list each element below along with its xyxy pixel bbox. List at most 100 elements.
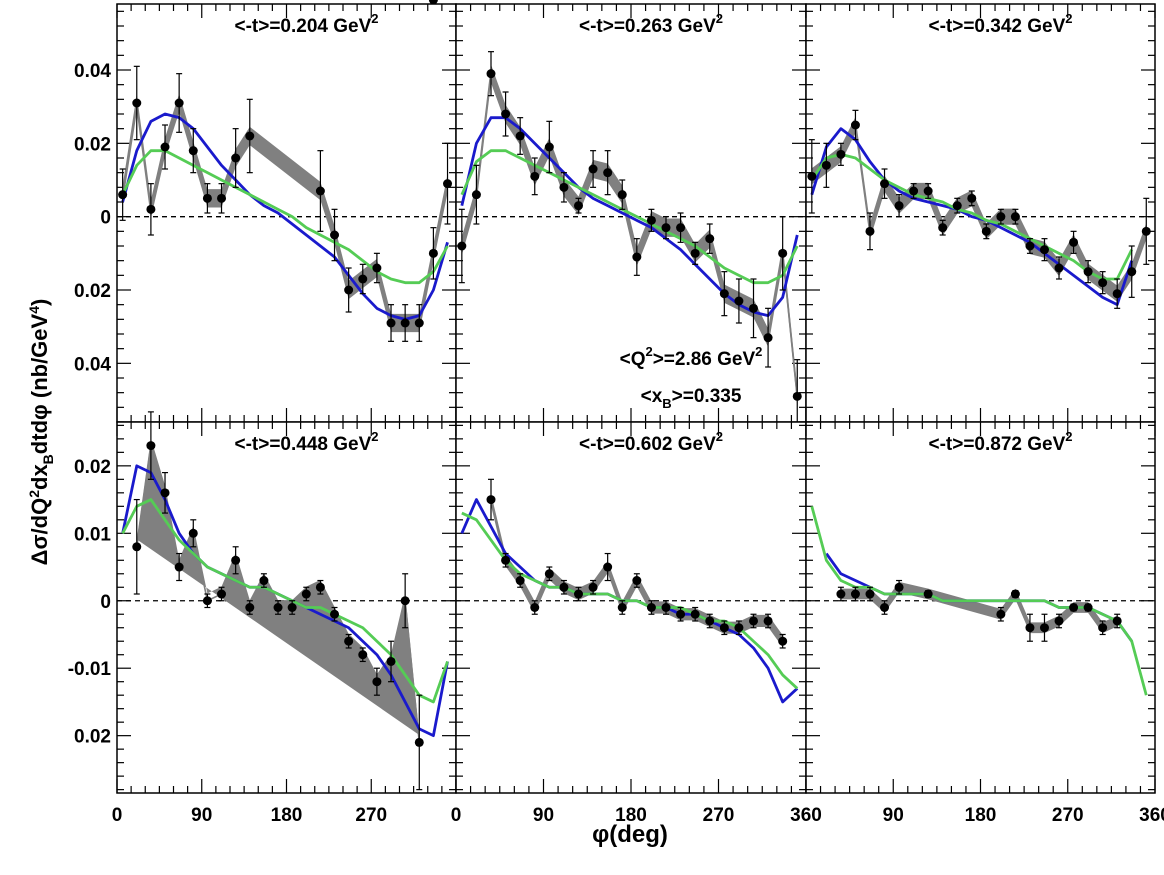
data-point [160,488,170,498]
y-tick-label: 0.04 [74,354,111,375]
data-point [344,285,354,295]
y-axis-label: Δσ/dQ2dxBdtdφ (nb/GeV4) [26,299,56,566]
data-point [981,226,991,236]
data-point [632,576,642,586]
data-point [1098,623,1108,633]
data-point [330,609,340,619]
data-point [146,204,156,214]
data-point [1127,267,1137,277]
data-point [174,98,184,108]
data-point [188,528,198,538]
panel-bottom-right: 90 180 270 360 <-t>=0.872 GeV2 [805,421,1164,826]
data-point [515,131,525,141]
data-point [400,596,410,606]
y-tick-label: 0 [100,208,111,229]
x-tick-label: 270 [1052,805,1084,826]
x-axis-label: φ(deg) [592,821,668,848]
x-tick-label: 90 [533,805,554,826]
data-point [428,0,438,5]
data-point [617,603,627,612]
data-point [386,656,396,666]
data-point [217,589,227,599]
model-curve-blue [810,127,1134,307]
data-point [923,589,933,599]
data-point [273,603,283,612]
data-point [952,201,962,211]
kinematics-q2: <Q2>=2.86 GeV2 [620,344,763,370]
data-point [749,616,758,626]
data-point [778,636,788,646]
data-point [603,168,613,178]
data-point [1112,289,1122,299]
panel-title: <-t>=0.872 GeV2 [928,429,1072,455]
data-point [358,650,368,660]
panel-frame [455,421,807,794]
data-point [1069,237,1079,247]
data-point [217,193,227,203]
model-curve-blue [121,112,449,321]
data-point [414,737,424,747]
data-point [259,576,269,586]
y-tick-label: 0.02 [74,457,111,478]
data-point [372,263,382,273]
data-point [923,186,933,196]
data-point [501,109,511,119]
data-point [880,603,890,612]
data-point [836,589,846,599]
data-point [690,609,700,619]
data-point [1039,623,1049,633]
panel-title: <-t>=0.263 GeV2 [579,11,723,37]
data-point [400,318,410,328]
y-tick-label: 0 [100,592,111,613]
data-point [792,391,802,401]
data-point [231,153,241,163]
data-point [734,623,744,633]
data-point [428,248,438,258]
data-point [315,186,325,196]
data-point [836,149,846,159]
data-point [132,98,142,108]
data-point [763,616,773,626]
data-point [749,303,758,313]
data-point [530,603,540,612]
data-point [734,296,744,306]
data-point [894,582,904,592]
data-point [1069,603,1079,612]
data-point [174,562,184,572]
data-point [245,131,255,141]
data-point [807,171,817,181]
systematic-band [461,64,798,406]
data-point [1112,616,1122,626]
model-curve-green [121,149,449,285]
panel-top-right: <-t>=0.342 GeV2 [805,3,1156,423]
data-point [559,582,569,592]
panel-bottom-middle: 0 90 180 270 360 <-t>=0.602 GeV2 [451,421,822,826]
y-tick-label: -0.01 [68,659,112,680]
panel-bottom-left: 0.02 0.01 0 -0.01 0.02 0 90 180 270 <-t>=0.448 Ge… [68,0,457,826]
data-point [301,589,311,599]
data-point [894,201,904,211]
x-tick-label: 0 [112,805,123,826]
data-point [588,164,598,174]
panel-title: <-t>=0.342 GeV2 [928,11,1072,37]
data-point [544,142,554,152]
x-tick-label: 90 [191,805,212,826]
data-point [457,241,467,251]
data-point [617,190,627,200]
data-point [850,120,860,130]
panel-top-middle: <-t>=0.263 GeV2 <Q2>=2.86 GeV2 <xB>=0.335 [455,3,807,434]
data-point [1025,623,1035,633]
data-point [188,146,198,156]
data-point [486,69,496,79]
data-point [202,596,212,606]
data-point [486,495,496,505]
x-tick-label: 90 [883,805,904,826]
data-point [676,223,686,233]
y-tick-label: 0.02 [74,134,111,155]
data-point [880,179,890,189]
data-point [646,603,656,612]
kinematics-xb: <xB>=0.335 [641,386,742,411]
data-point [690,248,700,258]
data-point [1010,212,1020,222]
